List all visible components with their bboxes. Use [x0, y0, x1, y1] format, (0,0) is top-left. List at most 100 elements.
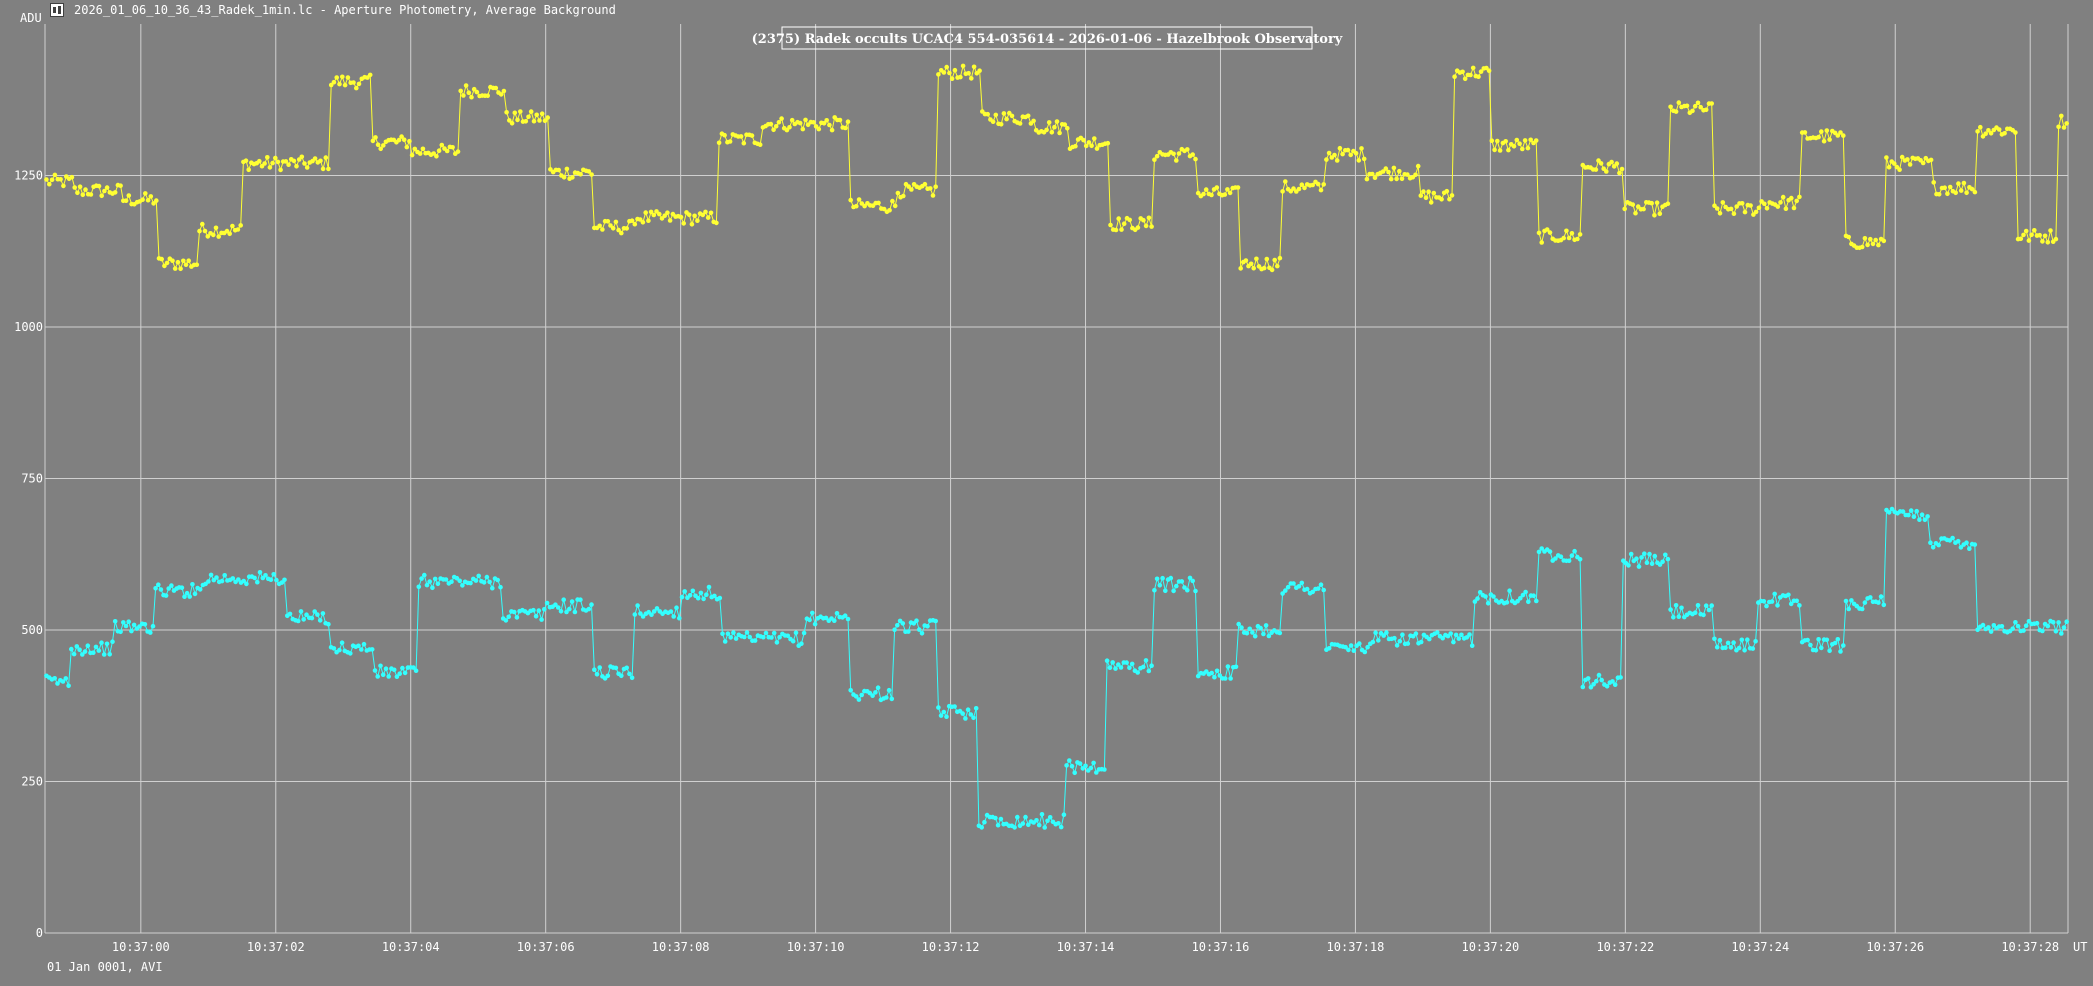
data-point [892, 627, 897, 632]
data-point [63, 676, 69, 681]
data-point [1110, 660, 1115, 665]
data-point [1359, 146, 1364, 151]
data-point [1447, 196, 1452, 202]
data-point [370, 138, 376, 144]
data-point [979, 825, 984, 830]
data-point [1671, 615, 1676, 620]
data-point [1449, 193, 1455, 198]
data-point [1370, 171, 1375, 177]
data-point [1692, 610, 1698, 615]
data-point [558, 609, 564, 614]
data-point [1585, 676, 1591, 681]
data-point [1788, 601, 1794, 607]
data-point [1964, 190, 1969, 196]
data-point [936, 72, 941, 77]
y-axis-label: ADU [20, 11, 42, 25]
data-point [1873, 237, 1878, 243]
data-point [1676, 100, 1682, 105]
data-point [895, 190, 901, 196]
data-point [774, 640, 780, 645]
data-point [1622, 206, 1627, 212]
data-point [790, 638, 796, 644]
x-tick-label: 10:37:14 [1057, 940, 1115, 954]
data-point [361, 641, 367, 647]
data-point [179, 585, 185, 590]
data-point [1525, 145, 1531, 151]
data-point [1618, 675, 1623, 680]
data-point [1663, 552, 1668, 558]
data-point [624, 226, 629, 231]
data-point [1146, 668, 1152, 674]
data-point [1283, 588, 1288, 593]
data-point [1695, 100, 1701, 106]
data-point [396, 137, 402, 143]
data-point [1171, 588, 1176, 594]
data-point [383, 666, 389, 671]
data-point [1520, 592, 1526, 598]
data-point [1975, 627, 1980, 633]
data-point [1908, 508, 1914, 513]
data-point [1649, 561, 1655, 566]
data-point [1753, 209, 1759, 215]
data-point [1846, 606, 1851, 612]
data-point [1797, 603, 1802, 608]
data-point [1745, 637, 1750, 642]
data-point [1827, 648, 1832, 654]
data-point [1044, 127, 1049, 133]
data-point [1154, 153, 1160, 159]
data-point [901, 193, 906, 199]
data-point [1892, 161, 1897, 166]
data-point [1511, 144, 1517, 149]
data-point [821, 121, 827, 126]
data-point [2061, 125, 2067, 130]
data-point [1884, 155, 1889, 160]
data-point [1025, 113, 1031, 119]
data-point [933, 618, 938, 624]
data-point [704, 592, 709, 597]
data-point [1507, 588, 1512, 593]
data-point [717, 595, 723, 601]
data-point [616, 227, 621, 233]
data-point [657, 211, 662, 217]
data-point [80, 192, 86, 198]
data-point [1786, 592, 1791, 598]
x-tick-label: 10:37:28 [2001, 940, 2059, 954]
data-point [1750, 646, 1756, 651]
data-point [1720, 200, 1726, 205]
lightcurve-app-icon[interactable] [50, 3, 64, 17]
data-point [413, 668, 419, 673]
data-point [1517, 141, 1522, 146]
data-point [1285, 584, 1291, 590]
data-point [474, 89, 480, 95]
data-point [230, 576, 236, 581]
data-point [1056, 821, 1061, 826]
data-point [399, 134, 404, 139]
data-point [1703, 603, 1709, 608]
data-point [2040, 628, 2045, 634]
data-point [72, 185, 77, 190]
data-point [1630, 202, 1636, 207]
data-point [619, 230, 624, 236]
data-point [1709, 603, 1714, 608]
data-point [848, 688, 853, 693]
data-point [2059, 631, 2064, 636]
data-point [1478, 69, 1484, 74]
data-point [654, 606, 660, 611]
data-point [823, 615, 829, 621]
data-point [1049, 130, 1055, 135]
data-point [317, 618, 323, 623]
data-point [278, 167, 283, 173]
data-point [1518, 596, 1523, 601]
data-point [1604, 684, 1610, 689]
data-point [1149, 663, 1154, 668]
data-point [1057, 130, 1062, 136]
data-point [1797, 194, 1802, 200]
data-point [455, 149, 461, 154]
data-point [845, 616, 851, 622]
data-point [1453, 632, 1459, 638]
data-point [1384, 630, 1389, 635]
data-point [914, 618, 919, 623]
data-point [1819, 645, 1824, 651]
data-point [1723, 645, 1728, 650]
